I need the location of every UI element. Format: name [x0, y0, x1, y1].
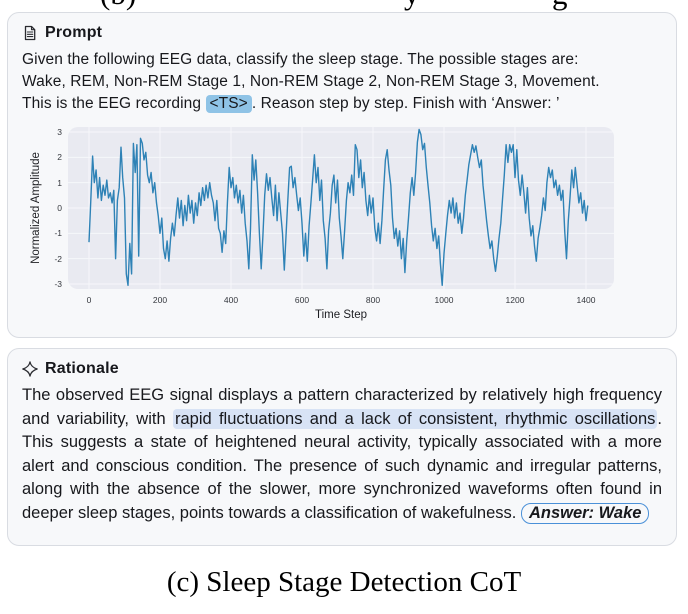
prompt-text: Given the following EEG data, classify t… — [22, 51, 600, 113]
y-tick-label: 2 — [57, 152, 62, 163]
figure-caption: (c) Sleep Stage Detection CoT — [166, 566, 522, 598]
rationale-title: Rationale — [45, 360, 119, 377]
document-icon — [22, 25, 38, 41]
x-tick-label: 200 — [152, 295, 168, 305]
eeg-chart: Normalized Amplitude 3 2 1 0 -1 -2 -3 0 200 400 60… — [22, 121, 662, 325]
highlight: rapid fluctuations and a lack of consist… — [172, 408, 658, 429]
x-tick-label: 0 — [86, 295, 92, 305]
rationale-card-header: Rationale — [22, 357, 662, 381]
x-tick-label: 1200 — [505, 295, 525, 305]
clipped-caption-fragment: y — [404, 0, 420, 12]
prompt-card-header: Prompt — [22, 21, 662, 45]
sparkle-icon — [22, 361, 38, 377]
y-tick-label: 0 — [57, 203, 62, 213]
y-tick-label: 1 — [57, 177, 62, 188]
eeg-signal-line — [68, 127, 614, 289]
x-tick-label: 400 — [223, 295, 239, 305]
clipped-caption-fragment: g — [552, 0, 568, 12]
rationale-text: The observed EEG signal displays a patte… — [22, 386, 662, 524]
chart-plot-area — [68, 127, 614, 289]
y-tick-label: -3 — [54, 279, 62, 289]
x-tick-label: 1400 — [576, 295, 596, 305]
x-axis-label: Time Step — [315, 309, 367, 321]
rationale-card: Rationale The observed EEG signal displa… — [7, 348, 677, 546]
clipped-caption-fragment: (b) — [100, 0, 136, 12]
prompt-title: Prompt — [45, 24, 103, 41]
y-tick-label: -2 — [54, 253, 62, 264]
y-tick-label: 3 — [57, 127, 62, 137]
x-tick-label: 1000 — [434, 295, 454, 305]
y-tick-label: -1 — [54, 228, 62, 239]
prompt-card: Prompt Given the following EEG data, cla… — [7, 12, 677, 338]
highlight: <TS> — [205, 95, 252, 113]
x-tick-label: 800 — [365, 295, 381, 305]
answer-pill: Answer: Wake — [520, 502, 650, 524]
x-tick-label: 600 — [294, 295, 310, 305]
clipped-caption-above: (b) y g — [0, 0, 688, 12]
